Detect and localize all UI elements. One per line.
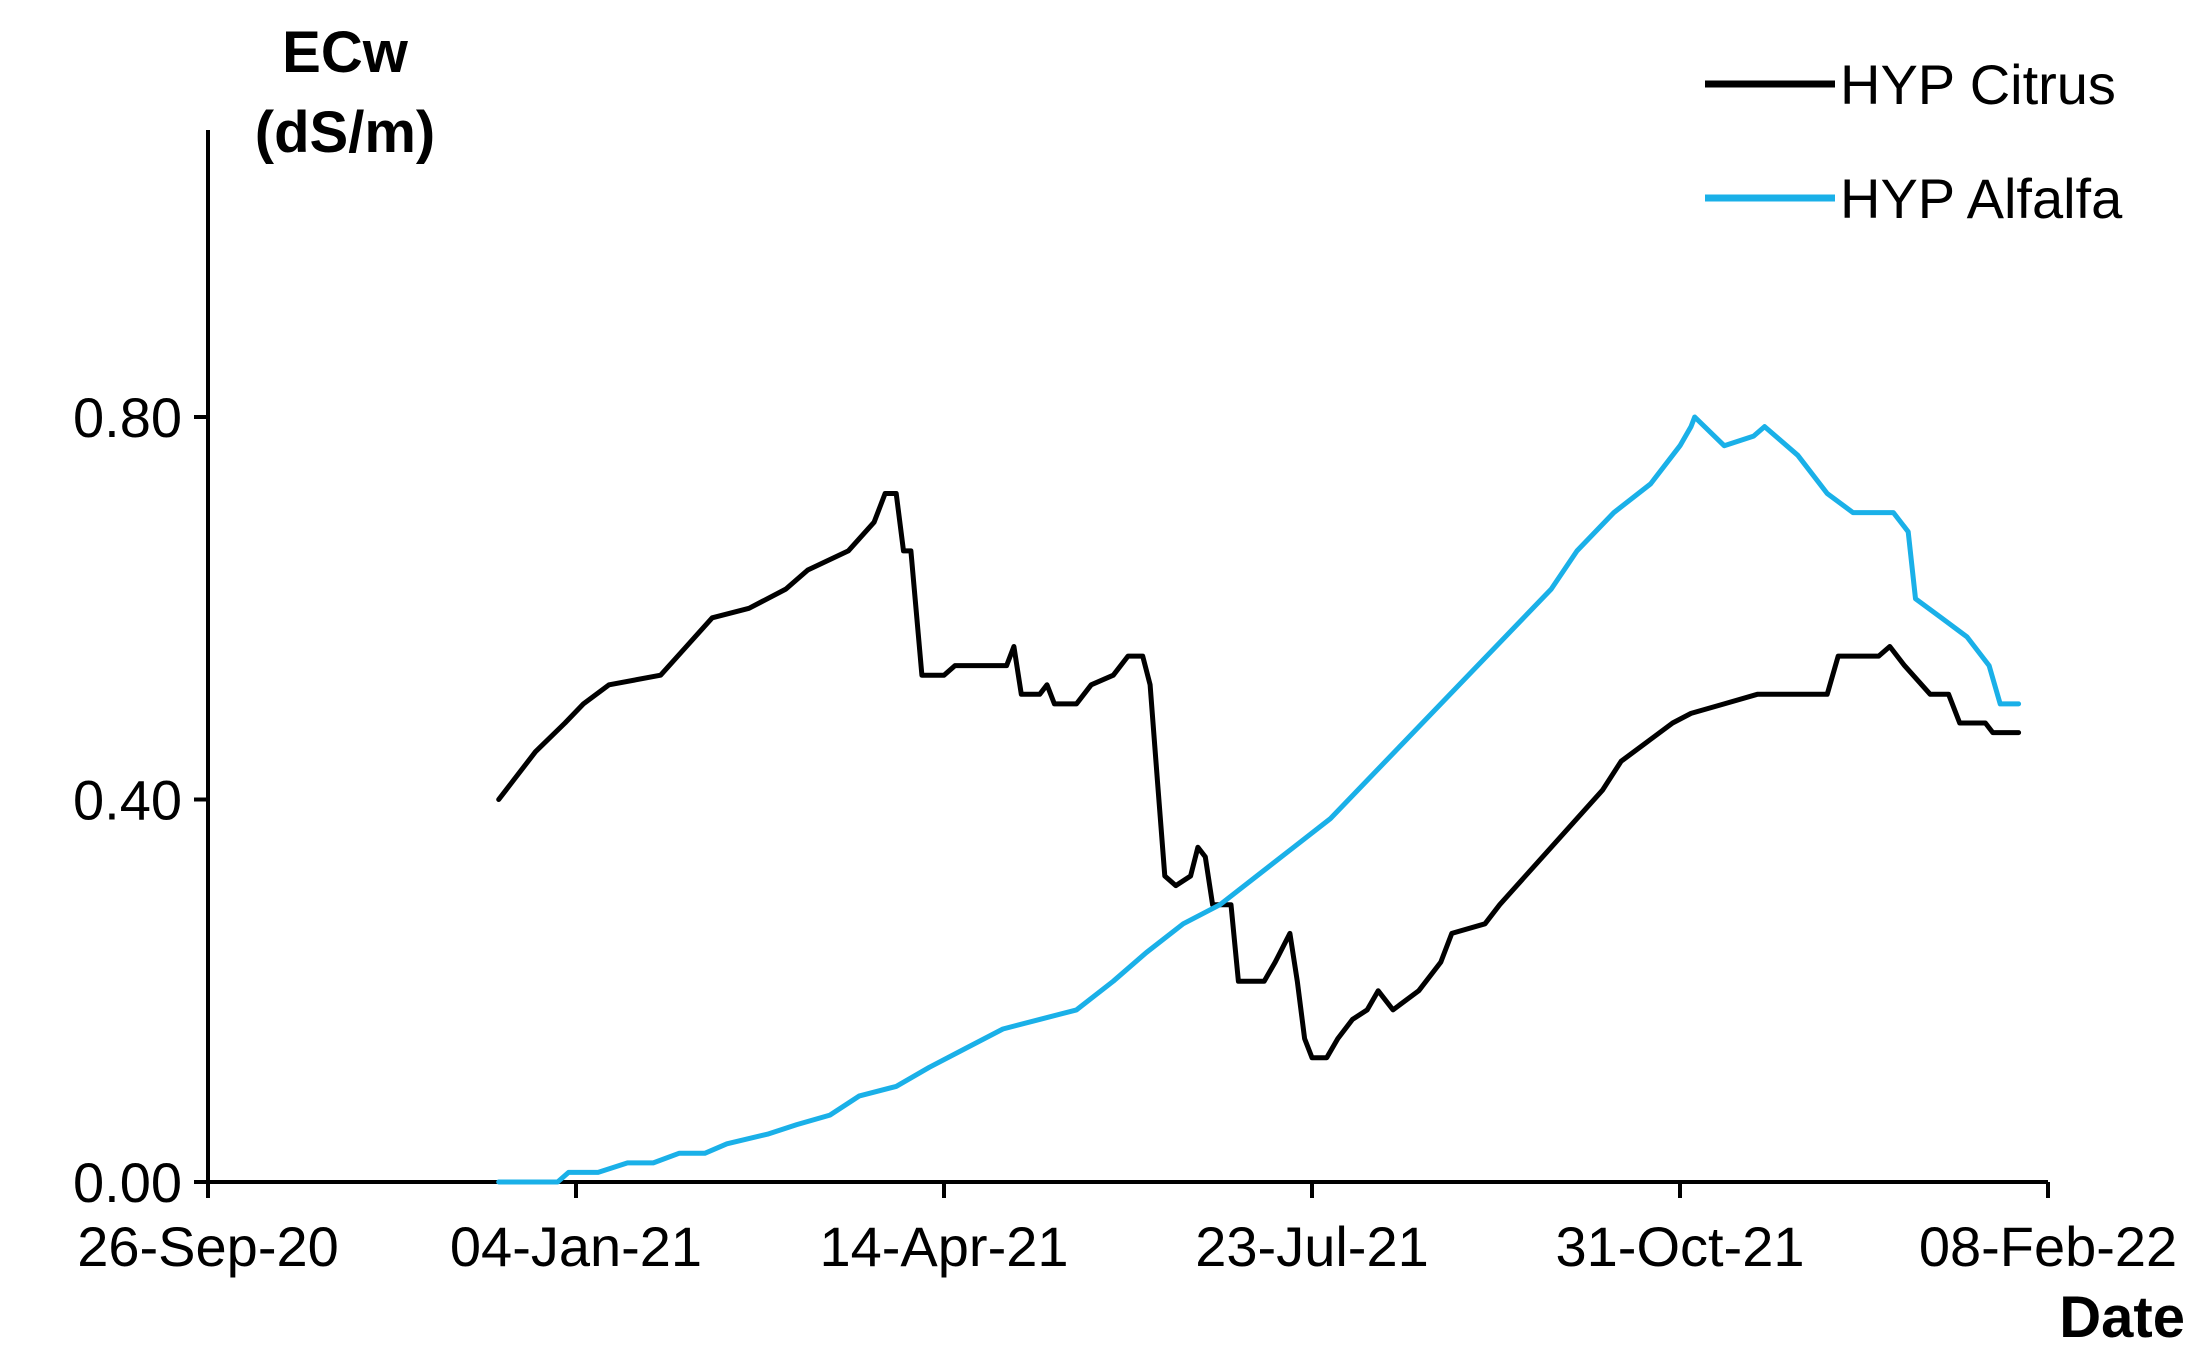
- x-axis-ticks: 26-Sep-20 04-Jan-21 14-Apr-21 23-Jul-21 31-O…: [77, 1182, 2177, 1278]
- series-line-hyp-citrus: [496, 491, 2022, 1061]
- x-tick-label: 08-Feb-22: [1919, 1215, 2177, 1278]
- series-line-hyp-alfalfa: [496, 414, 2022, 1185]
- y-axis-title-line1: ECw: [282, 20, 409, 85]
- legend: HYP Citrus HYP Alfalfa: [1705, 53, 2123, 230]
- y-tick-label: 0.00: [73, 1151, 182, 1214]
- x-tick-label: 26-Sep-20: [77, 1215, 339, 1278]
- legend-label-hyp-alfalfa: HYP Alfalfa: [1840, 167, 2123, 230]
- x-tick-label: 23-Jul-21: [1195, 1215, 1428, 1278]
- y-tick-label: 0.40: [73, 769, 182, 832]
- y-axis-title-line2: (dS/m): [255, 100, 435, 165]
- x-tick-label: 14-Apr-21: [819, 1215, 1068, 1278]
- x-axis-title: Date: [2059, 1285, 2185, 1350]
- legend-label-hyp-citrus: HYP Citrus: [1840, 53, 2116, 116]
- series-layer: [496, 414, 2022, 1185]
- y-axis-ticks: 0.00 0.40 0.80: [73, 386, 208, 1214]
- y-tick-label: 0.80: [73, 386, 182, 449]
- x-tick-label: 04-Jan-21: [450, 1215, 702, 1278]
- x-tick-label: 31-Oct-21: [1556, 1215, 1805, 1278]
